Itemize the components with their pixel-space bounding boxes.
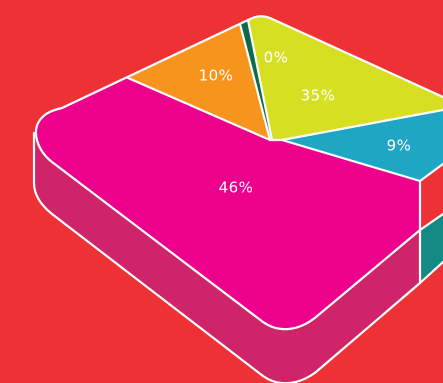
slice-10-percent bbox=[128, 24, 270, 140]
side-face-magenta bbox=[34, 133, 420, 383]
label-35: 35% bbox=[301, 87, 336, 105]
label-10: 10% bbox=[199, 67, 234, 85]
top-faces bbox=[35, 16, 443, 330]
slice-35-percent bbox=[248, 16, 443, 140]
slice-tiny-green bbox=[240, 20, 272, 140]
side-face-teal bbox=[420, 214, 443, 283]
side-faces bbox=[32, 131, 443, 383]
label-0: 0% bbox=[264, 49, 289, 67]
top-outlines bbox=[35, 15, 443, 331]
slice-9-percent bbox=[282, 110, 443, 181]
slice-46-percent bbox=[35, 78, 420, 330]
label-46: 46% bbox=[219, 179, 254, 197]
data-labels: 46% 10% 0% 35% 9% bbox=[199, 49, 412, 197]
label-9: 9% bbox=[387, 137, 412, 155]
